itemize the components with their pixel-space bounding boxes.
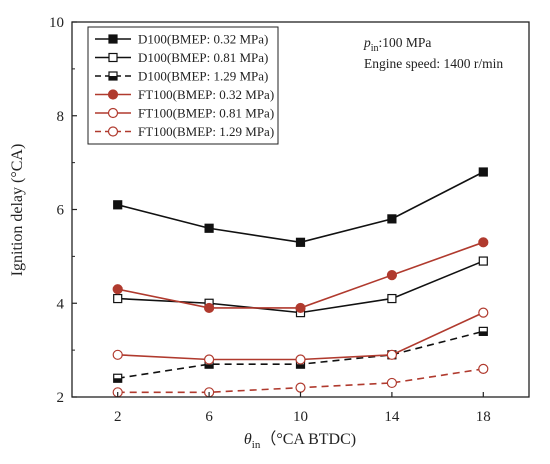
series-4 [112,237,489,314]
data-point [204,302,215,314]
y-axis-title: Ignition delay (°CA) [9,144,26,277]
legend-box [87,26,279,145]
data-point [113,293,123,304]
series-line [117,171,484,244]
legend-label: D100(BMEP: 0.32 MPa) [138,32,268,47]
x-axis-title-subscript: in [252,439,261,451]
annotation-p-symbol: p [363,35,371,50]
y-tick-label: 6 [57,203,65,219]
legend-label: D100(BMEP: 1.29 MPa) [138,69,268,84]
data-point [112,284,123,295]
x-tick-label: 18 [476,409,491,425]
legend-marker [108,34,118,44]
legend-label: FT100(BMEP: 0.81 MPa) [138,106,274,121]
data-point [113,200,123,210]
legend-entry: D100(BMEP: 1.29 MPa) [95,69,268,84]
annotation-injection-pressure: pin:100 MPa [363,35,431,54]
data-point [478,326,488,336]
annotation-engine-speed: Engine speed: 1400 r/min [364,56,503,71]
legend-entry: FT100(BMEP: 0.32 MPa) [95,87,274,102]
series-6 [112,363,489,398]
x-tick-label: 10 [293,409,308,425]
y-tick-label: 4 [57,296,65,312]
legend-marker [107,89,119,100]
series-line [117,241,484,309]
x-tick-label: 6 [205,409,213,425]
data-point [386,349,397,360]
data-point [478,167,488,177]
chart-marks [112,167,489,398]
legend: D100(BMEP: 0.32 MPa) D100(BMEP: 0.81 MPa)… [87,26,279,145]
annotation-p-value: :100 MPa [379,35,432,50]
series-5 [112,307,489,365]
data-point [113,373,123,383]
legend-entry: D100(BMEP: 0.81 MPa) [95,50,268,65]
legend-label: FT100(BMEP: 1.29 MPa) [138,124,274,139]
legend-marker [108,52,118,63]
series-line [117,311,484,361]
chart-axes: 2 6 10 14 18 2 4 6 8 10 [49,15,491,425]
data-point [387,293,397,304]
x-tick-label: 14 [384,409,400,425]
data-point [295,382,306,393]
y-tick-label: 8 [57,109,65,125]
data-point [204,223,214,233]
data-point [386,270,397,281]
legend-entry: FT100(BMEP: 1.29 MPa) [95,124,274,139]
legend-label: D100(BMEP: 0.81 MPa) [138,50,268,65]
data-point [386,377,397,389]
y-tick-label: 10 [49,15,64,31]
data-point [204,354,215,365]
x-axis-title-symbol: θ [244,431,252,448]
data-point [112,349,123,360]
legend-marker [107,126,119,137]
legend-marker [108,71,118,81]
legend-label: FT100(BMEP: 0.32 MPa) [138,87,274,102]
data-point [478,237,489,248]
series-1 [113,167,488,247]
annotation-p-subscript: in [371,43,379,54]
data-point [387,214,397,224]
data-point [295,237,306,247]
y-tick-label: 2 [57,390,65,406]
data-point [478,307,489,318]
data-point [295,302,306,314]
legend-entry: FT100(BMEP: 0.81 MPa) [95,106,274,121]
x-axis-title-unit: （°CA BTDC) [260,430,356,448]
data-point [478,363,489,374]
data-point [478,256,488,266]
x-axis-title: θin（°CA BTDC) [244,430,356,451]
legend-entry: D100(BMEP: 0.32 MPa) [95,32,268,47]
x-tick-label: 2 [114,409,122,425]
legend-marker [107,107,119,119]
data-point [295,354,306,365]
